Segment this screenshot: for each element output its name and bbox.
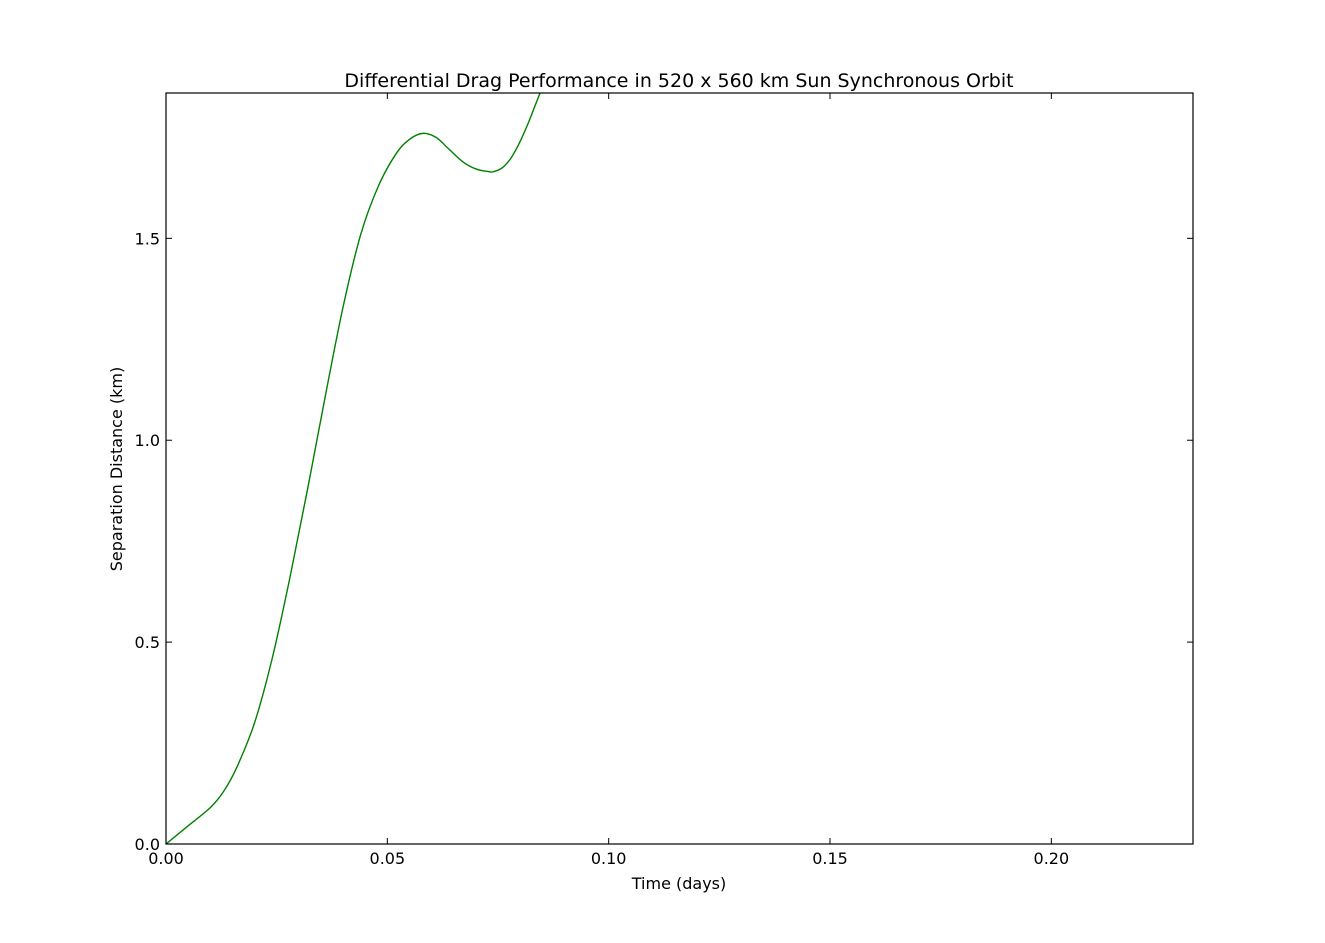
x-tick-label: 0.05 [370,849,406,868]
y-tick-label: 1.0 [135,431,160,450]
plot-frame [165,92,1194,845]
series-line [166,93,541,844]
y-tick-label: 0.5 [135,633,160,652]
x-tick-label: 0.15 [812,849,848,868]
x-tick-label: 0.10 [591,849,627,868]
x-tick-label: 0.20 [1034,849,1070,868]
plot-area [166,93,541,844]
x-tick-label: 0.00 [148,849,184,868]
x-axis-label: Time (days) [631,874,727,893]
y-axis-label: Separation Distance (km) [107,367,126,571]
y-tick-label: 0.0 [135,835,160,854]
chart-title: Differential Drag Performance in 520 x 5… [344,70,1013,92]
axis-ticks: 0.00 0.05 0.10 0.15 0.20 0.0 0.5 1.0 1.5 [135,93,1193,868]
y-tick-label: 1.5 [135,229,160,248]
